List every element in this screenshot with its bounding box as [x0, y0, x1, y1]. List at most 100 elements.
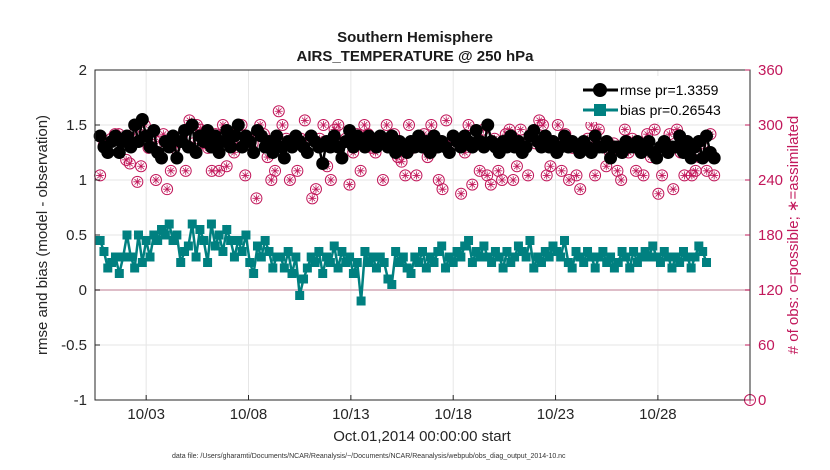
- y-left-tick-label: 1.5: [66, 117, 87, 134]
- obs-assimilated-marker: [401, 171, 410, 180]
- rmse-point: [327, 129, 341, 143]
- obs-possible-marker: [179, 164, 192, 177]
- bias-point: [606, 252, 616, 262]
- obs-assimilated-marker: [512, 162, 521, 171]
- obs-possible-marker: [685, 169, 698, 182]
- obs-count-point: [648, 123, 661, 136]
- obs-count-point: [220, 160, 233, 173]
- bias-point: [583, 247, 593, 256]
- bias-point: [418, 247, 427, 256]
- bias-point: [433, 247, 443, 256]
- x-tick-label: 10/23: [537, 406, 575, 423]
- obs-possible-marker: [213, 164, 226, 177]
- rmse-point: [155, 151, 169, 165]
- y-axis-right-label: # of obs: o=possible; ∗=assimilated: [785, 116, 802, 355]
- obs-possible-marker: [250, 192, 263, 205]
- rmse-point: [684, 151, 698, 165]
- obs-possible-marker: [123, 157, 136, 170]
- obs-possible-marker: [276, 119, 289, 131]
- bias-point: [233, 236, 243, 245]
- bias-point: [425, 252, 435, 262]
- bias-point: [118, 252, 128, 262]
- obs-count-point: [410, 169, 423, 182]
- obs-possible-marker: [618, 123, 631, 136]
- obs-assimilated-marker: [378, 176, 387, 184]
- y-right-tick-label: 120: [758, 282, 783, 299]
- obs-assimilated-marker: [360, 121, 369, 129]
- obs-assimilated-marker: [207, 166, 216, 175]
- bias-point: [529, 263, 539, 273]
- bias-point: [598, 247, 608, 256]
- obs-count-point: [272, 105, 285, 118]
- obs-assimilated-marker: [587, 121, 596, 129]
- x-tick-label: 10/28: [639, 406, 677, 423]
- obs-assimilated-marker: [669, 185, 678, 194]
- bias-point: [295, 291, 305, 300]
- bias-point: [655, 258, 665, 267]
- obs-count-point: [376, 174, 389, 186]
- rmse-point: [442, 146, 456, 159]
- obs-assimilated-marker: [457, 189, 466, 198]
- bias-point: [494, 252, 504, 262]
- bias-point: [567, 263, 577, 273]
- obs-assimilated-marker: [468, 180, 477, 189]
- obs-assimilated-marker: [356, 166, 365, 175]
- bias-point: [533, 252, 543, 262]
- bias-point: [498, 263, 508, 273]
- obs-count-point: [496, 174, 509, 186]
- rmse-point: [185, 118, 199, 132]
- obs-possible-marker: [317, 119, 330, 131]
- obs-assimilated-marker: [524, 171, 533, 180]
- bias-point: [218, 247, 228, 256]
- obs-count-point: [161, 183, 174, 196]
- obs-count-point: [667, 183, 680, 196]
- obs-possible-marker: [514, 123, 527, 136]
- obs-count-point: [652, 187, 665, 200]
- obs-possible-marker: [131, 175, 144, 188]
- bias-point: [268, 263, 278, 273]
- x-axis-ticks: 10/03 10/08 10/13 10/18 10/23 10/28: [127, 395, 677, 423]
- bias-point: [563, 258, 573, 267]
- obs-assimilated-marker: [617, 176, 626, 184]
- obs-possible-marker: [637, 169, 650, 182]
- obs-possible-marker: [380, 119, 393, 131]
- obs-assimilated-marker: [308, 194, 317, 203]
- obs-assimilated-marker: [594, 125, 603, 134]
- obs-assimilated-marker: [639, 171, 648, 180]
- obs-possible-marker: [403, 119, 416, 131]
- bias-point: [437, 241, 447, 251]
- obs-assimilated-marker: [319, 121, 328, 129]
- obs-possible-marker: [630, 164, 643, 177]
- bias-point: [602, 258, 612, 267]
- obs-possible-marker: [269, 164, 282, 177]
- rmse-point: [227, 129, 241, 143]
- x-tick-label: 10/18: [434, 406, 472, 423]
- obs-assimilated-marker: [241, 171, 250, 180]
- rmse-point: [224, 140, 238, 154]
- obs-count-point: [309, 183, 322, 196]
- obs-possible-marker: [291, 164, 304, 177]
- bias-point: [275, 252, 285, 262]
- obs-possible-marker: [667, 183, 680, 196]
- obs-assimilated-marker: [125, 159, 134, 168]
- obs-count-point: [250, 192, 263, 205]
- bias-point: [556, 252, 566, 262]
- obs-assimilated-marker: [181, 166, 190, 175]
- bias-point: [141, 236, 151, 245]
- bias-point: [130, 263, 140, 273]
- obs-possible-marker: [332, 119, 345, 131]
- bias-point: [391, 247, 401, 256]
- y-right-tick-label: 180: [758, 227, 783, 244]
- obs-assimilated-marker: [215, 166, 224, 175]
- obs-possible-marker: [395, 155, 408, 168]
- obs-assimilated-marker: [509, 176, 518, 184]
- obs-assimilated-marker: [427, 121, 436, 129]
- obs-count-point: [507, 174, 520, 186]
- obs-assimilated-marker: [632, 166, 641, 175]
- bias-point: [283, 247, 293, 256]
- obs-count-point: [700, 164, 713, 177]
- obs-assimilated-marker: [151, 176, 160, 184]
- bias-point: [652, 252, 662, 262]
- bias-point: [172, 230, 182, 240]
- obs-assimilated-marker: [658, 171, 667, 180]
